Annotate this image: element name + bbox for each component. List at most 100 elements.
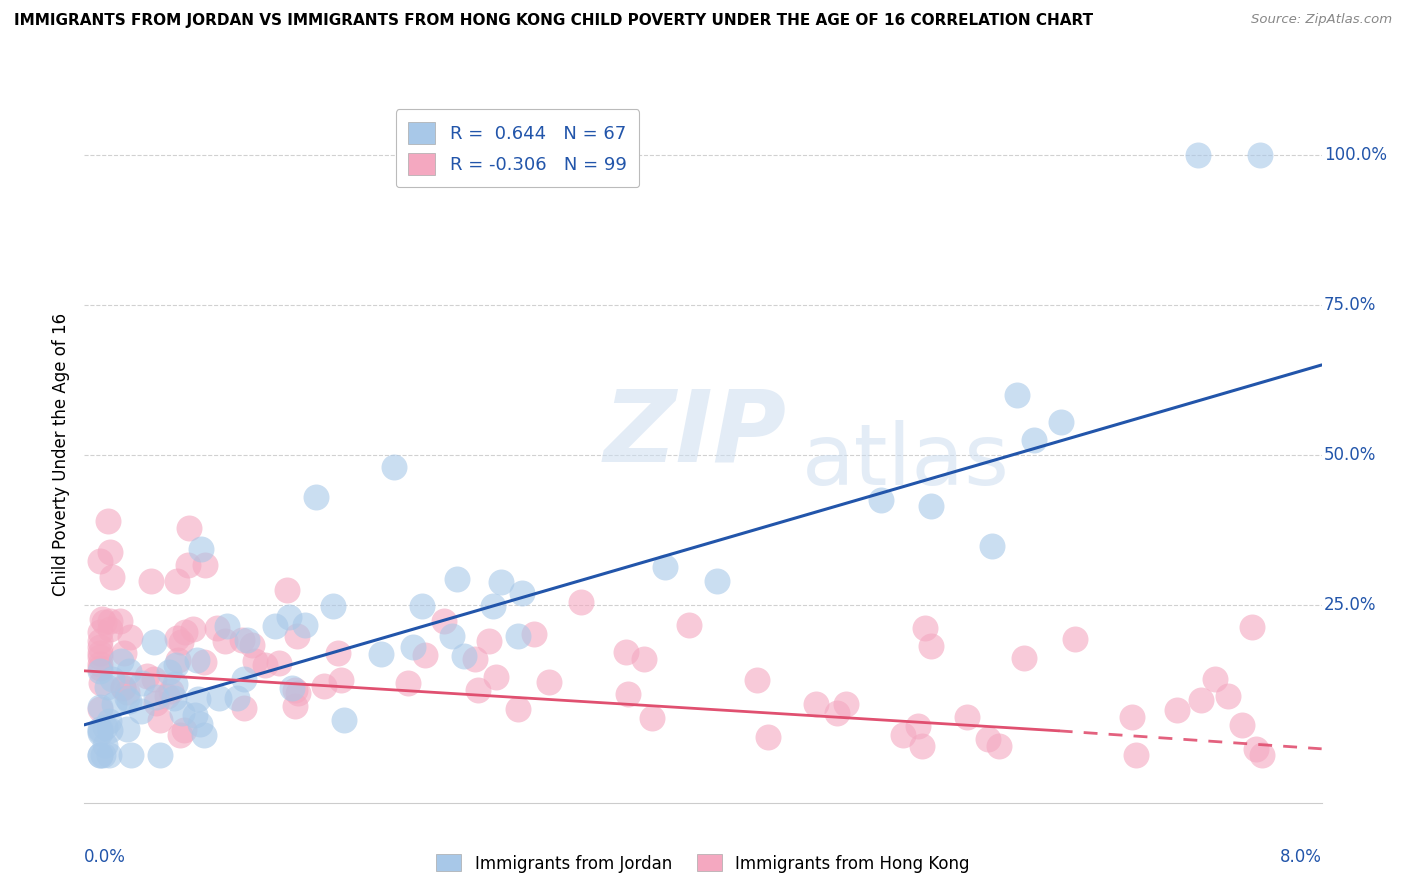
Text: 100.0%: 100.0% bbox=[1324, 146, 1388, 164]
Point bbox=[110, 614, 132, 628]
Point bbox=[332, 713, 354, 727]
Point bbox=[326, 646, 349, 660]
Point bbox=[157, 665, 180, 679]
Point bbox=[149, 747, 172, 762]
Point bbox=[870, 493, 893, 508]
Point bbox=[1166, 703, 1188, 717]
Point bbox=[491, 575, 513, 590]
Point bbox=[215, 619, 238, 633]
Point bbox=[89, 700, 111, 714]
Point bbox=[305, 490, 328, 504]
Point bbox=[240, 638, 263, 652]
Point bbox=[253, 658, 276, 673]
Point bbox=[276, 582, 298, 597]
Text: ZIP: ZIP bbox=[605, 385, 787, 483]
Point bbox=[804, 698, 827, 712]
Text: 25.0%: 25.0% bbox=[1324, 596, 1376, 614]
Point bbox=[1022, 433, 1045, 447]
Text: atlas: atlas bbox=[801, 420, 1010, 503]
Point bbox=[89, 702, 111, 716]
Point bbox=[453, 649, 475, 664]
Point bbox=[236, 632, 259, 647]
Point bbox=[920, 639, 942, 653]
Point bbox=[89, 726, 111, 740]
Point bbox=[163, 691, 186, 706]
Point bbox=[911, 739, 934, 753]
Point bbox=[1187, 148, 1209, 162]
Point bbox=[90, 676, 112, 690]
Point bbox=[464, 652, 486, 666]
Point bbox=[98, 747, 121, 762]
Point bbox=[225, 690, 247, 705]
Point bbox=[641, 711, 664, 725]
Point bbox=[441, 629, 464, 643]
Legend: R =  0.644   N = 67, R = -0.306   N = 99: R = 0.644 N = 67, R = -0.306 N = 99 bbox=[395, 109, 640, 187]
Point bbox=[281, 681, 304, 696]
Point bbox=[101, 569, 124, 583]
Point bbox=[537, 675, 560, 690]
Point bbox=[402, 640, 425, 655]
Point bbox=[446, 572, 468, 586]
Point bbox=[411, 599, 433, 614]
Point bbox=[633, 652, 655, 666]
Point bbox=[118, 630, 141, 644]
Point bbox=[120, 747, 142, 762]
Point bbox=[481, 599, 503, 613]
Point bbox=[433, 614, 456, 628]
Point bbox=[914, 621, 936, 635]
Y-axis label: Child Poverty Under the Age of 16: Child Poverty Under the Age of 16 bbox=[52, 313, 70, 597]
Point bbox=[506, 702, 529, 716]
Point bbox=[987, 739, 1010, 753]
Point bbox=[91, 612, 114, 626]
Point bbox=[756, 730, 779, 744]
Point bbox=[165, 677, 187, 691]
Point bbox=[284, 698, 307, 713]
Point bbox=[139, 574, 162, 588]
Point bbox=[160, 683, 183, 698]
Point bbox=[1204, 672, 1226, 686]
Point bbox=[891, 729, 914, 743]
Point bbox=[89, 657, 111, 671]
Point bbox=[169, 635, 191, 649]
Point bbox=[187, 692, 209, 706]
Point bbox=[277, 609, 299, 624]
Text: 8.0%: 8.0% bbox=[1279, 848, 1322, 866]
Point bbox=[477, 634, 499, 648]
Text: 50.0%: 50.0% bbox=[1324, 446, 1376, 464]
Point bbox=[98, 545, 121, 559]
Point bbox=[322, 599, 344, 614]
Point bbox=[179, 521, 201, 535]
Point bbox=[89, 625, 111, 640]
Text: 75.0%: 75.0% bbox=[1324, 296, 1376, 314]
Point bbox=[506, 630, 529, 644]
Point bbox=[263, 618, 285, 632]
Point bbox=[523, 627, 546, 641]
Point bbox=[165, 657, 187, 672]
Point bbox=[214, 634, 236, 648]
Point bbox=[148, 713, 170, 727]
Point bbox=[232, 672, 254, 686]
Point bbox=[294, 618, 316, 632]
Point bbox=[89, 747, 111, 762]
Point bbox=[143, 672, 166, 686]
Point bbox=[89, 646, 111, 660]
Point bbox=[1012, 651, 1035, 665]
Point bbox=[1189, 692, 1212, 706]
Point bbox=[569, 595, 592, 609]
Point bbox=[370, 647, 392, 661]
Point bbox=[745, 673, 768, 688]
Point bbox=[89, 724, 111, 739]
Point bbox=[103, 697, 125, 711]
Point bbox=[1121, 710, 1143, 724]
Point bbox=[115, 685, 138, 699]
Point bbox=[112, 681, 135, 695]
Point bbox=[1244, 741, 1267, 756]
Text: IMMIGRANTS FROM JORDAN VS IMMIGRANTS FROM HONG KONG CHILD POVERTY UNDER THE AGE : IMMIGRANTS FROM JORDAN VS IMMIGRANTS FRO… bbox=[14, 13, 1094, 29]
Point bbox=[115, 691, 138, 706]
Point bbox=[284, 683, 307, 698]
Point bbox=[1064, 632, 1087, 646]
Point bbox=[285, 629, 308, 643]
Point bbox=[193, 655, 215, 669]
Point bbox=[413, 648, 436, 663]
Point bbox=[112, 646, 135, 660]
